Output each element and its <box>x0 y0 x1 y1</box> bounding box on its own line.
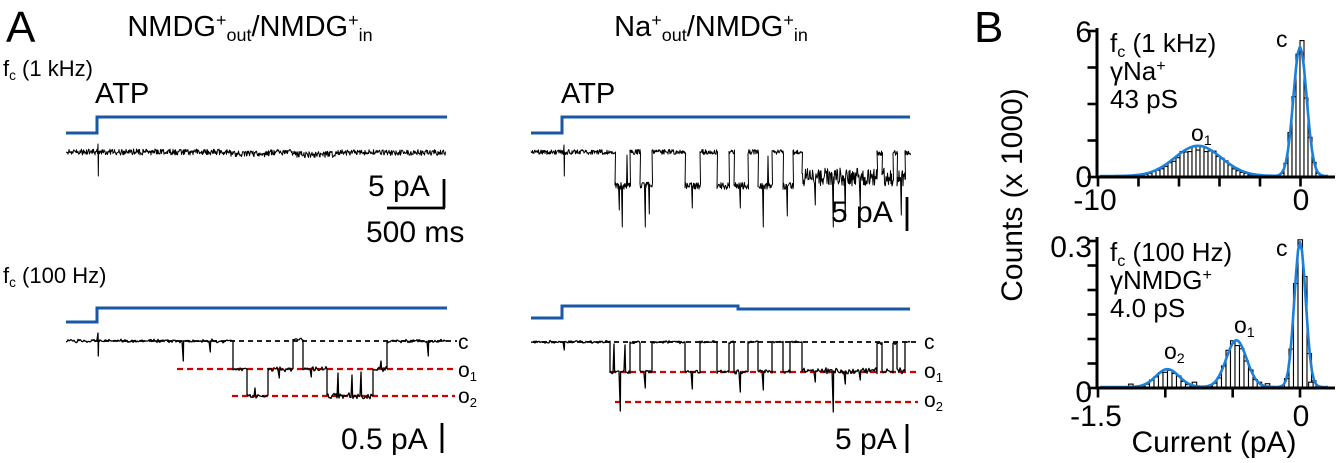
hist1-conductance-annotation: 43 pS <box>1110 84 1178 114</box>
hist2-peak-o1-label: o1 <box>1234 312 1255 342</box>
level-label-o2-left: o2 <box>458 385 477 410</box>
hist2-conductance-annotation: 4.0 pS <box>1110 293 1186 323</box>
panel-b-label: B <box>974 3 1004 52</box>
scale-amp-top-right: 5 pA <box>831 196 893 229</box>
hist2-peak-c-label: c <box>1276 235 1288 261</box>
scale-amp-bottom-right: 5 pA <box>835 423 897 456</box>
level-label-o1-right: o1 <box>924 360 943 385</box>
counts-axis-label: Counts (x 1000) <box>996 88 1029 302</box>
hist2-filter-annotation: fc (100 Hz) <box>1110 237 1233 270</box>
atp-label-left: ATP <box>95 78 150 110</box>
hist2-gamma-annotation: γNMDG+ <box>1110 265 1212 295</box>
atp-label-right: ATP <box>561 78 616 110</box>
hist1-ymax-label: 6 <box>1075 16 1092 49</box>
scale-time-top-left: 500 ms <box>366 216 465 249</box>
panel-a-label: A <box>6 3 36 52</box>
level-label-c-left: c <box>458 331 469 354</box>
hist2-ymax-label: 0.3 <box>1050 231 1092 264</box>
hist2-ymin-label: 0 <box>1075 376 1092 409</box>
level-label-c-right: c <box>924 331 935 354</box>
level-label-o1-left: o1 <box>458 359 477 384</box>
hist2-xmin-label: -1.5 <box>1070 400 1122 433</box>
hist1-filter-annotation: fc (1 kHz) <box>1110 28 1217 61</box>
hist1-peak-o1-label: o1 <box>1191 120 1212 150</box>
hist2-xzero-label: 0 <box>1292 400 1310 433</box>
hist1-xmin-label: -10 <box>1073 184 1117 217</box>
level-label-o2-right: o2 <box>924 389 943 414</box>
hist2-peak-o2-label: o2 <box>1164 338 1185 368</box>
filter-label-top-left: fc (1 kHz) <box>3 56 93 84</box>
current-axis-label: Current (pA) <box>1131 426 1297 459</box>
hist1-peak-c-label: c <box>1276 26 1288 52</box>
filter-label-bottom-left: fc (100 Hz) <box>3 263 107 291</box>
hist1-ymin-label: 0 <box>1075 161 1092 194</box>
hist1-gamma-annotation: γNa+ <box>1110 56 1166 86</box>
scale-amp-bottom-left: 0.5 pA <box>341 423 428 456</box>
column1-title: NMDG+out/NMDG+in <box>127 10 373 46</box>
scale-amp-top-left: 5 pA <box>368 170 430 203</box>
hist1-xzero-label: 0 <box>1292 184 1310 217</box>
column2-title: Na+out/NMDG+in <box>614 10 808 46</box>
